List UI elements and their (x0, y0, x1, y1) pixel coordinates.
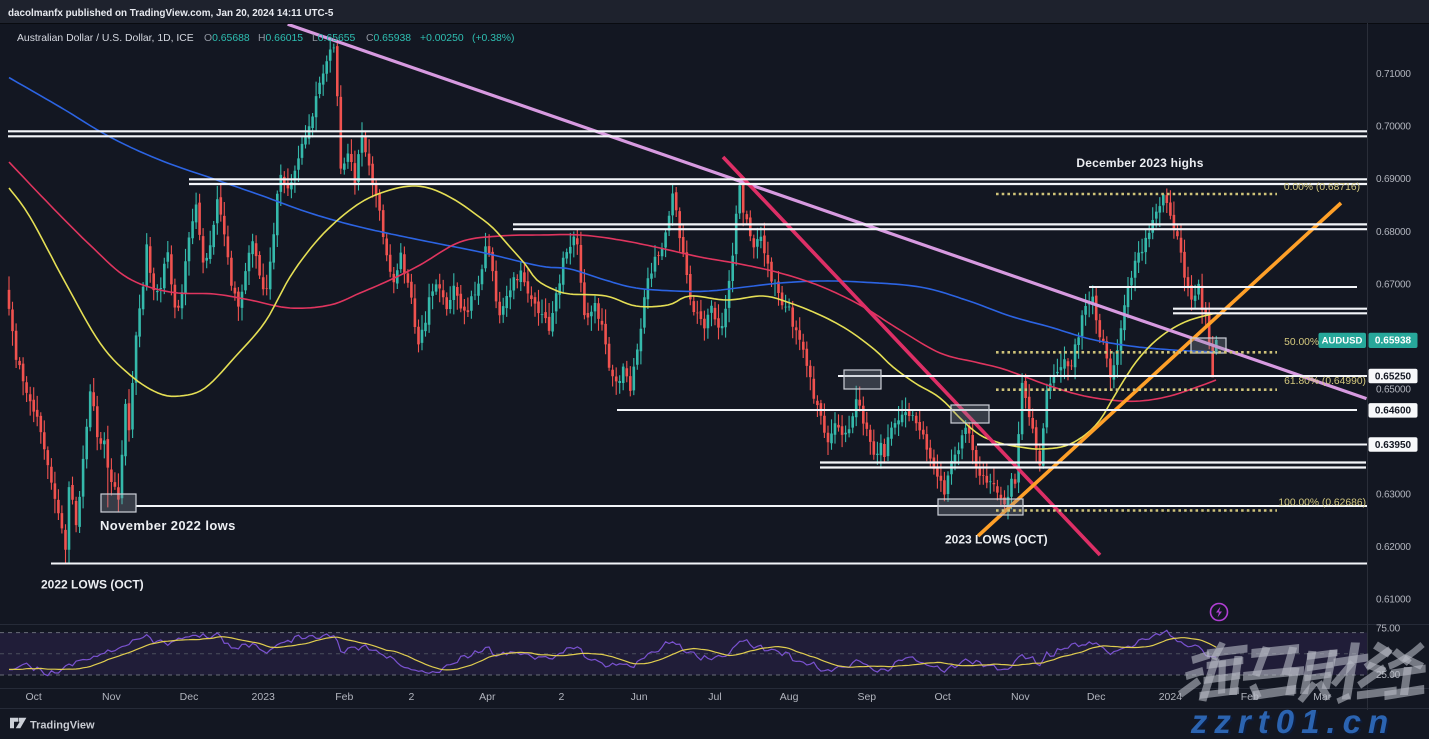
svg-text:Nov: Nov (102, 691, 121, 703)
svg-text:November 2022 lows: November 2022 lows (100, 518, 236, 533)
svg-text:2024: 2024 (1159, 691, 1183, 703)
svg-text:Feb: Feb (335, 691, 353, 703)
svg-text:2: 2 (558, 691, 564, 703)
svg-text:0.65938: 0.65938 (1375, 336, 1412, 347)
svg-text:Dec: Dec (180, 691, 199, 703)
svg-text:0.64600: 0.64600 (1375, 406, 1412, 417)
svg-text:61.80% (0.64990): 61.80% (0.64990) (1284, 376, 1366, 387)
svg-text:0.68000: 0.68000 (1376, 227, 1411, 238)
svg-text:2: 2 (408, 691, 414, 703)
svg-text:2023: 2023 (252, 691, 276, 703)
svg-text:Sep: Sep (857, 691, 876, 703)
svg-text:Jul: Jul (708, 691, 721, 703)
svg-text:zzrt01.cn: zzrt01.cn (1190, 703, 1395, 739)
svg-text:Australian Dollar / U.S. Dolla: Australian Dollar / U.S. Dollar, 1D, ICE… (17, 33, 514, 44)
svg-text:dacolmanfx published on Tradin: dacolmanfx published on TradingView.com,… (8, 8, 334, 19)
svg-text:Aug: Aug (780, 691, 799, 703)
svg-text:25.00: 25.00 (1376, 670, 1401, 681)
svg-text:0.65250: 0.65250 (1375, 371, 1412, 382)
svg-text:TradingView: TradingView (30, 719, 95, 731)
svg-text:Dec: Dec (1087, 691, 1106, 703)
svg-text:100.00% (0.62686): 100.00% (0.62686) (1278, 498, 1366, 509)
svg-text:0.62000: 0.62000 (1376, 542, 1411, 553)
svg-text:0.67000: 0.67000 (1376, 279, 1411, 290)
svg-text:2023 LOWS (OCT): 2023 LOWS (OCT) (945, 533, 1048, 547)
svg-text:December 2023 highs: December 2023 highs (1076, 156, 1203, 170)
svg-text:0.70000: 0.70000 (1376, 122, 1411, 133)
svg-text:2022 LOWS (OCT): 2022 LOWS (OCT) (41, 578, 144, 592)
svg-text:Nov: Nov (1011, 691, 1030, 703)
svg-text:0.00% (0.68716): 0.00% (0.68716) (1284, 182, 1360, 193)
svg-text:0.71000: 0.71000 (1376, 69, 1411, 80)
svg-text:AUDUSD: AUDUSD (1322, 336, 1363, 347)
svg-text:0.63000: 0.63000 (1376, 489, 1411, 500)
svg-text:75.00: 75.00 (1376, 624, 1401, 635)
svg-text:Jun: Jun (631, 691, 648, 703)
svg-text:0.61000: 0.61000 (1376, 594, 1411, 605)
svg-text:0.63950: 0.63950 (1375, 440, 1412, 451)
svg-text:Apr: Apr (479, 691, 496, 703)
svg-text:Oct: Oct (26, 691, 42, 703)
svg-text:zzrt01.cn: zzrt01.cn (1192, 705, 1397, 739)
svg-text:0.65000: 0.65000 (1376, 384, 1411, 395)
svg-text:0.69000: 0.69000 (1376, 174, 1411, 185)
svg-text:Oct: Oct (935, 691, 951, 703)
